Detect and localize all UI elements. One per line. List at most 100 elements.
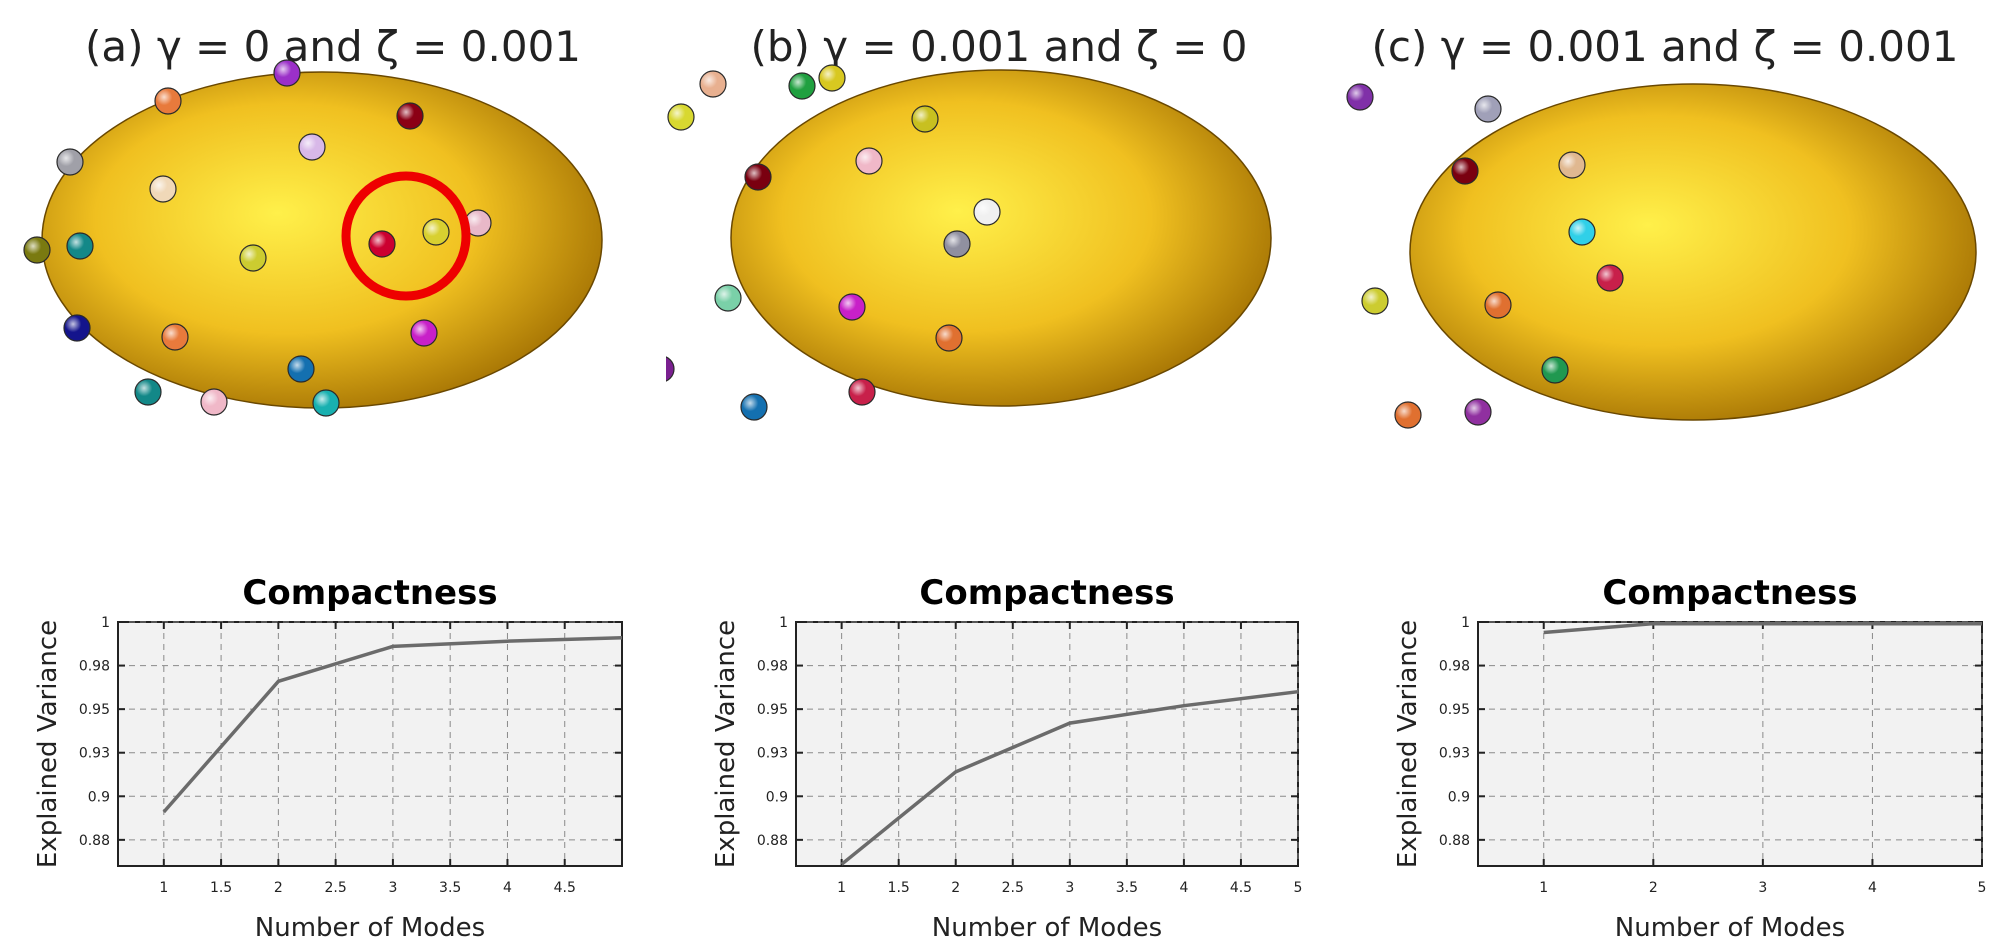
- landmark-particle-highlight: [1542, 357, 1568, 383]
- x-tick-label: 1.5: [888, 880, 910, 896]
- compactness-chart: Compactness 0.88 0.9 0.93 0.95 0.98 1 1 1.5 2 2.5 3…: [33, 573, 623, 943]
- landmark-particle-highlight: [1395, 402, 1421, 428]
- x-tick-label: 4.5: [1230, 880, 1252, 896]
- landmark-particle-highlight: [240, 245, 266, 271]
- landmark-particle-highlight: [465, 210, 491, 236]
- landmark-particle-highlight: [1485, 292, 1511, 318]
- landmark-particle-highlight: [313, 390, 339, 416]
- panel-c: (c) γ = 0.001 and ζ = 0.001 Compactness 0…: [1332, 0, 1998, 946]
- spheroid-surface: [730, 69, 1272, 407]
- highlight-circle: [341, 171, 471, 301]
- x-tick-label: 1.5: [210, 880, 232, 896]
- landmark-particle-highlight: [1559, 152, 1585, 178]
- landmark-particle-highlight: [666, 357, 674, 381]
- compactness-chart: Compactness 0.88 0.9 0.93 0.95 0.98 1 1 1.5 2 2.5 3…: [711, 573, 1303, 943]
- x-tick-label: 3: [1065, 880, 1074, 896]
- landmark-particle-highlight: [668, 104, 694, 130]
- y-tick-label: 0.9: [1448, 789, 1470, 805]
- panel-title: (b) γ = 0.001 and ζ = 0: [750, 22, 1248, 71]
- landmark-particle-highlight: [849, 379, 875, 405]
- x-tick-label: 2: [951, 880, 960, 896]
- x-tick-label: 5: [1294, 880, 1303, 896]
- compactness-chart: Compactness 0.88 0.9 0.93 0.95 0.98 1 1 2 3 4 5 Numb…: [1393, 573, 1987, 943]
- y-tick-label: 0.9: [766, 789, 788, 805]
- x-axis-label: Number of Modes: [932, 913, 1162, 943]
- x-tick-label: 4: [1868, 880, 1877, 896]
- x-tick-label: 1: [159, 880, 168, 896]
- landmark-particle-highlight: [819, 65, 845, 91]
- x-tick-label: 4: [503, 880, 512, 896]
- spheroid-surface: [41, 71, 603, 409]
- y-tick-label: 0.95: [757, 702, 788, 718]
- landmark-particle-highlight: [1465, 399, 1491, 425]
- landmark-particle-highlight: [974, 199, 1000, 225]
- landmark-particle-highlight: [856, 148, 882, 174]
- y-axis-label: Explained Variance: [1393, 620, 1423, 868]
- landmark-particle-highlight: [423, 219, 449, 245]
- y-tick-label: 0.98: [757, 659, 788, 675]
- spheroid-render: [666, 64, 1272, 421]
- landmark-particle-highlight: [912, 106, 938, 132]
- landmark-particle-highlight: [741, 394, 767, 420]
- landmark-particle-highlight: [745, 164, 771, 190]
- chart-title: Compactness: [919, 573, 1174, 613]
- y-tick-label: 0.98: [1439, 659, 1470, 675]
- y-tick-label: 1: [1461, 615, 1470, 631]
- landmark-particle-highlight: [1569, 219, 1595, 245]
- spheroid-surface: [1409, 83, 1977, 421]
- panel-a: (a) γ = 0 and ζ = 0.001 Compactness 0.88 0…: [0, 0, 666, 946]
- y-tick-label: 0.93: [757, 746, 788, 762]
- x-tick-label: 3: [388, 880, 397, 896]
- landmark-particle-highlight: [155, 88, 181, 114]
- landmark-particle-highlight: [944, 231, 970, 257]
- landmark-particle-highlight: [24, 237, 50, 263]
- plot-area: [795, 621, 1299, 867]
- x-axis-label: Number of Modes: [1615, 913, 1845, 943]
- x-tick-label: 2: [1649, 880, 1658, 896]
- landmark-particle-highlight: [1475, 96, 1501, 122]
- x-tick-label: 1: [1539, 880, 1548, 896]
- x-tick-label: 2: [274, 880, 283, 896]
- x-tick-label: 1: [837, 880, 846, 896]
- x-axis-label: Number of Modes: [255, 913, 485, 943]
- x-tick-label: 4: [1179, 880, 1188, 896]
- spheroid-render: [1346, 83, 1977, 429]
- landmark-particle-highlight: [839, 294, 865, 320]
- chart-title: Compactness: [242, 573, 497, 613]
- x-tick-label: 3.5: [439, 880, 461, 896]
- landmark-particle-highlight: [411, 320, 437, 346]
- x-tick-label: 2.5: [325, 880, 347, 896]
- landmark-particle-highlight: [150, 176, 176, 202]
- landmark-particle-highlight: [67, 233, 93, 259]
- x-tick-label: 5: [1978, 880, 1987, 896]
- y-tick-label: 0.93: [1439, 746, 1470, 762]
- landmark-particle-highlight: [397, 103, 423, 129]
- landmark-particle-highlight: [1597, 265, 1623, 291]
- landmark-particle-highlight: [162, 324, 188, 350]
- panel-title: (a) γ = 0 and ζ = 0.001: [84, 22, 582, 71]
- landmark-particle-highlight: [700, 71, 726, 97]
- y-tick-label: 0.95: [1439, 702, 1470, 718]
- plot-area: [1477, 621, 1983, 867]
- panel-b: (b) γ = 0.001 and ζ = 0 Compactness 0.88 0…: [666, 0, 1332, 946]
- landmark-particle-highlight: [64, 315, 90, 341]
- chart-title: Compactness: [1602, 573, 1857, 613]
- y-tick-label: 0.88: [757, 833, 788, 849]
- landmark-particle-highlight: [1347, 84, 1373, 110]
- y-tick-label: 0.95: [79, 702, 110, 718]
- landmark-particle-highlight: [299, 134, 325, 160]
- y-tick-label: 0.9: [88, 789, 110, 805]
- spheroid-render: [23, 59, 603, 417]
- y-tick-label: 0.93: [79, 746, 110, 762]
- landmark-particle-highlight: [288, 356, 314, 382]
- landmark-particle-highlight: [1452, 158, 1478, 184]
- panel-title: (c) γ = 0.001 and ζ = 0.001: [1371, 22, 1959, 71]
- landmark-particle-highlight: [135, 379, 161, 405]
- landmark-particle-highlight: [57, 149, 83, 175]
- plot-area: [117, 621, 623, 867]
- landmark-particle-highlight: [1362, 288, 1388, 314]
- landmark-particle-highlight: [789, 73, 815, 99]
- x-tick-label: 2.5: [1002, 880, 1024, 896]
- x-tick-label: 3.5: [1116, 880, 1138, 896]
- landmark-particle-highlight: [369, 231, 395, 257]
